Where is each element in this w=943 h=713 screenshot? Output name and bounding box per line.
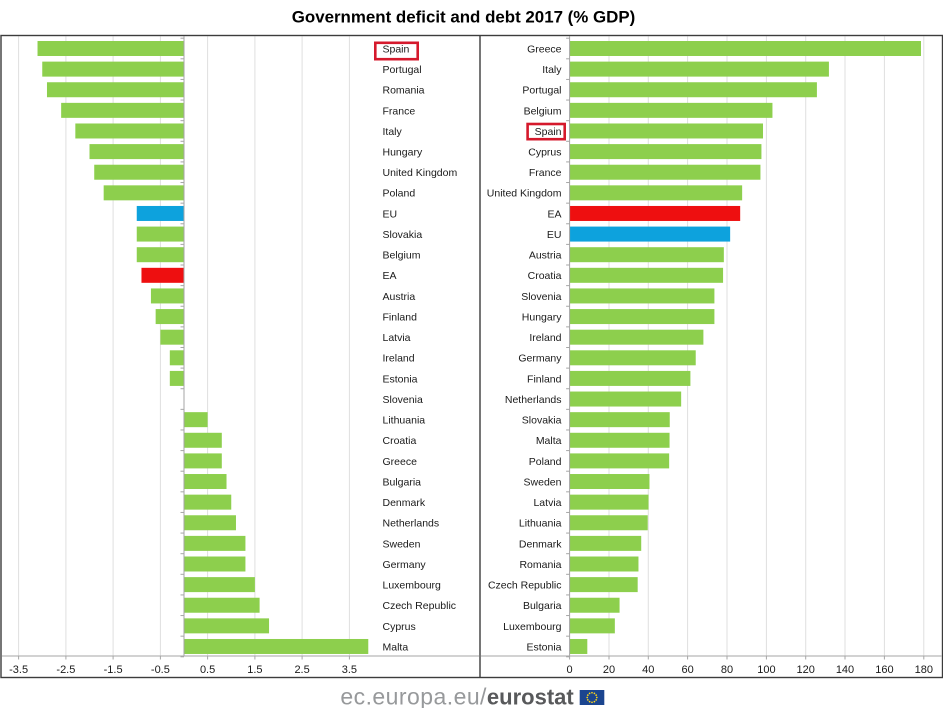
svg-text:Malta: Malta — [536, 435, 562, 447]
svg-text:Poland: Poland — [383, 188, 416, 200]
svg-text:France: France — [383, 105, 416, 117]
svg-text:Ireland: Ireland — [383, 353, 415, 365]
svg-text:Germany: Germany — [518, 353, 562, 365]
svg-text:Luxembourg: Luxembourg — [383, 580, 442, 592]
svg-text:20: 20 — [603, 664, 615, 676]
svg-text:Spain: Spain — [535, 126, 562, 138]
svg-text:Germany: Germany — [383, 559, 427, 571]
svg-text:-3.5: -3.5 — [9, 664, 28, 676]
svg-text:Latvia: Latvia — [533, 497, 561, 509]
svg-text:France: France — [529, 167, 562, 179]
svg-text:Government deficit and debt 20: Government deficit and debt 2017 (% GDP) — [292, 8, 636, 27]
svg-text:Italy: Italy — [383, 126, 403, 138]
svg-text:Portugal: Portugal — [522, 85, 561, 97]
svg-text:60: 60 — [681, 664, 693, 676]
svg-text:140: 140 — [836, 664, 854, 676]
svg-text:-2.5: -2.5 — [56, 664, 75, 676]
svg-text:EU: EU — [547, 229, 562, 241]
svg-text:100: 100 — [757, 664, 775, 676]
svg-text:-1.5: -1.5 — [104, 664, 123, 676]
svg-text:Sweden: Sweden — [524, 476, 562, 488]
svg-text:Malta: Malta — [383, 641, 409, 653]
svg-text:Bulgaria: Bulgaria — [523, 600, 562, 612]
svg-text:Bulgaria: Bulgaria — [383, 476, 422, 488]
svg-text:Netherlands: Netherlands — [505, 394, 562, 406]
svg-text:Greece: Greece — [527, 43, 562, 55]
svg-text:Italy: Italy — [542, 64, 562, 76]
svg-text:Greece: Greece — [383, 456, 418, 468]
svg-text:Latvia: Latvia — [383, 332, 411, 344]
svg-text:Poland: Poland — [529, 456, 562, 468]
svg-text:Finland: Finland — [383, 311, 418, 323]
svg-text:120: 120 — [797, 664, 815, 676]
svg-text:0.5: 0.5 — [200, 664, 215, 676]
svg-text:Cyprus: Cyprus — [528, 147, 561, 159]
svg-text:Belgium: Belgium — [383, 250, 421, 262]
svg-text:Estonia: Estonia — [526, 641, 561, 653]
svg-text:180: 180 — [915, 664, 933, 676]
svg-text:2.5: 2.5 — [294, 664, 309, 676]
svg-text:Cyprus: Cyprus — [383, 621, 416, 633]
svg-text:EA: EA — [383, 270, 397, 282]
svg-text:United Kingdom: United Kingdom — [487, 188, 562, 200]
svg-text:Romania: Romania — [383, 85, 425, 97]
svg-text:Croatia: Croatia — [383, 435, 417, 447]
svg-text:0: 0 — [567, 664, 573, 676]
svg-text:Sweden: Sweden — [383, 538, 421, 550]
svg-text:Estonia: Estonia — [383, 373, 418, 385]
svg-text:1.5: 1.5 — [247, 664, 262, 676]
svg-text:Netherlands: Netherlands — [383, 518, 440, 530]
svg-text:Slovakia: Slovakia — [383, 229, 423, 241]
svg-text:Portugal: Portugal — [383, 64, 422, 76]
svg-text:Czech Republic: Czech Republic — [383, 600, 457, 612]
svg-text:Denmark: Denmark — [383, 497, 426, 509]
svg-text:Lithuania: Lithuania — [383, 415, 426, 427]
svg-text:EA: EA — [547, 208, 561, 220]
svg-text:Croatia: Croatia — [528, 270, 562, 282]
svg-text:Denmark: Denmark — [519, 538, 562, 550]
svg-text:Romania: Romania — [519, 559, 561, 571]
svg-text:Austria: Austria — [383, 291, 416, 303]
svg-text:Luxembourg: Luxembourg — [503, 621, 562, 633]
svg-text:United Kingdom: United Kingdom — [383, 167, 458, 179]
svg-text:80: 80 — [721, 664, 733, 676]
svg-text:Lithuania: Lithuania — [519, 518, 562, 530]
svg-text:Spain: Spain — [383, 43, 410, 55]
svg-text:Czech Republic: Czech Republic — [488, 580, 562, 592]
svg-text:Slovenia: Slovenia — [383, 394, 423, 406]
svg-text:Austria: Austria — [529, 250, 562, 262]
svg-text:Ireland: Ireland — [529, 332, 561, 344]
svg-text:Slovenia: Slovenia — [521, 291, 561, 303]
svg-text:Hungary: Hungary — [522, 311, 562, 323]
svg-text:40: 40 — [642, 664, 654, 676]
svg-text:-0.5: -0.5 — [151, 664, 170, 676]
svg-text:Finland: Finland — [527, 373, 562, 385]
svg-text:Belgium: Belgium — [524, 105, 562, 117]
svg-text:160: 160 — [875, 664, 893, 676]
svg-text:Hungary: Hungary — [383, 147, 423, 159]
svg-text:EU: EU — [383, 208, 398, 220]
svg-text:ec.europa.eu/eurostat: ec.europa.eu/eurostat — [340, 684, 574, 709]
svg-text:3.5: 3.5 — [342, 664, 357, 676]
svg-text:Slovakia: Slovakia — [522, 415, 562, 427]
